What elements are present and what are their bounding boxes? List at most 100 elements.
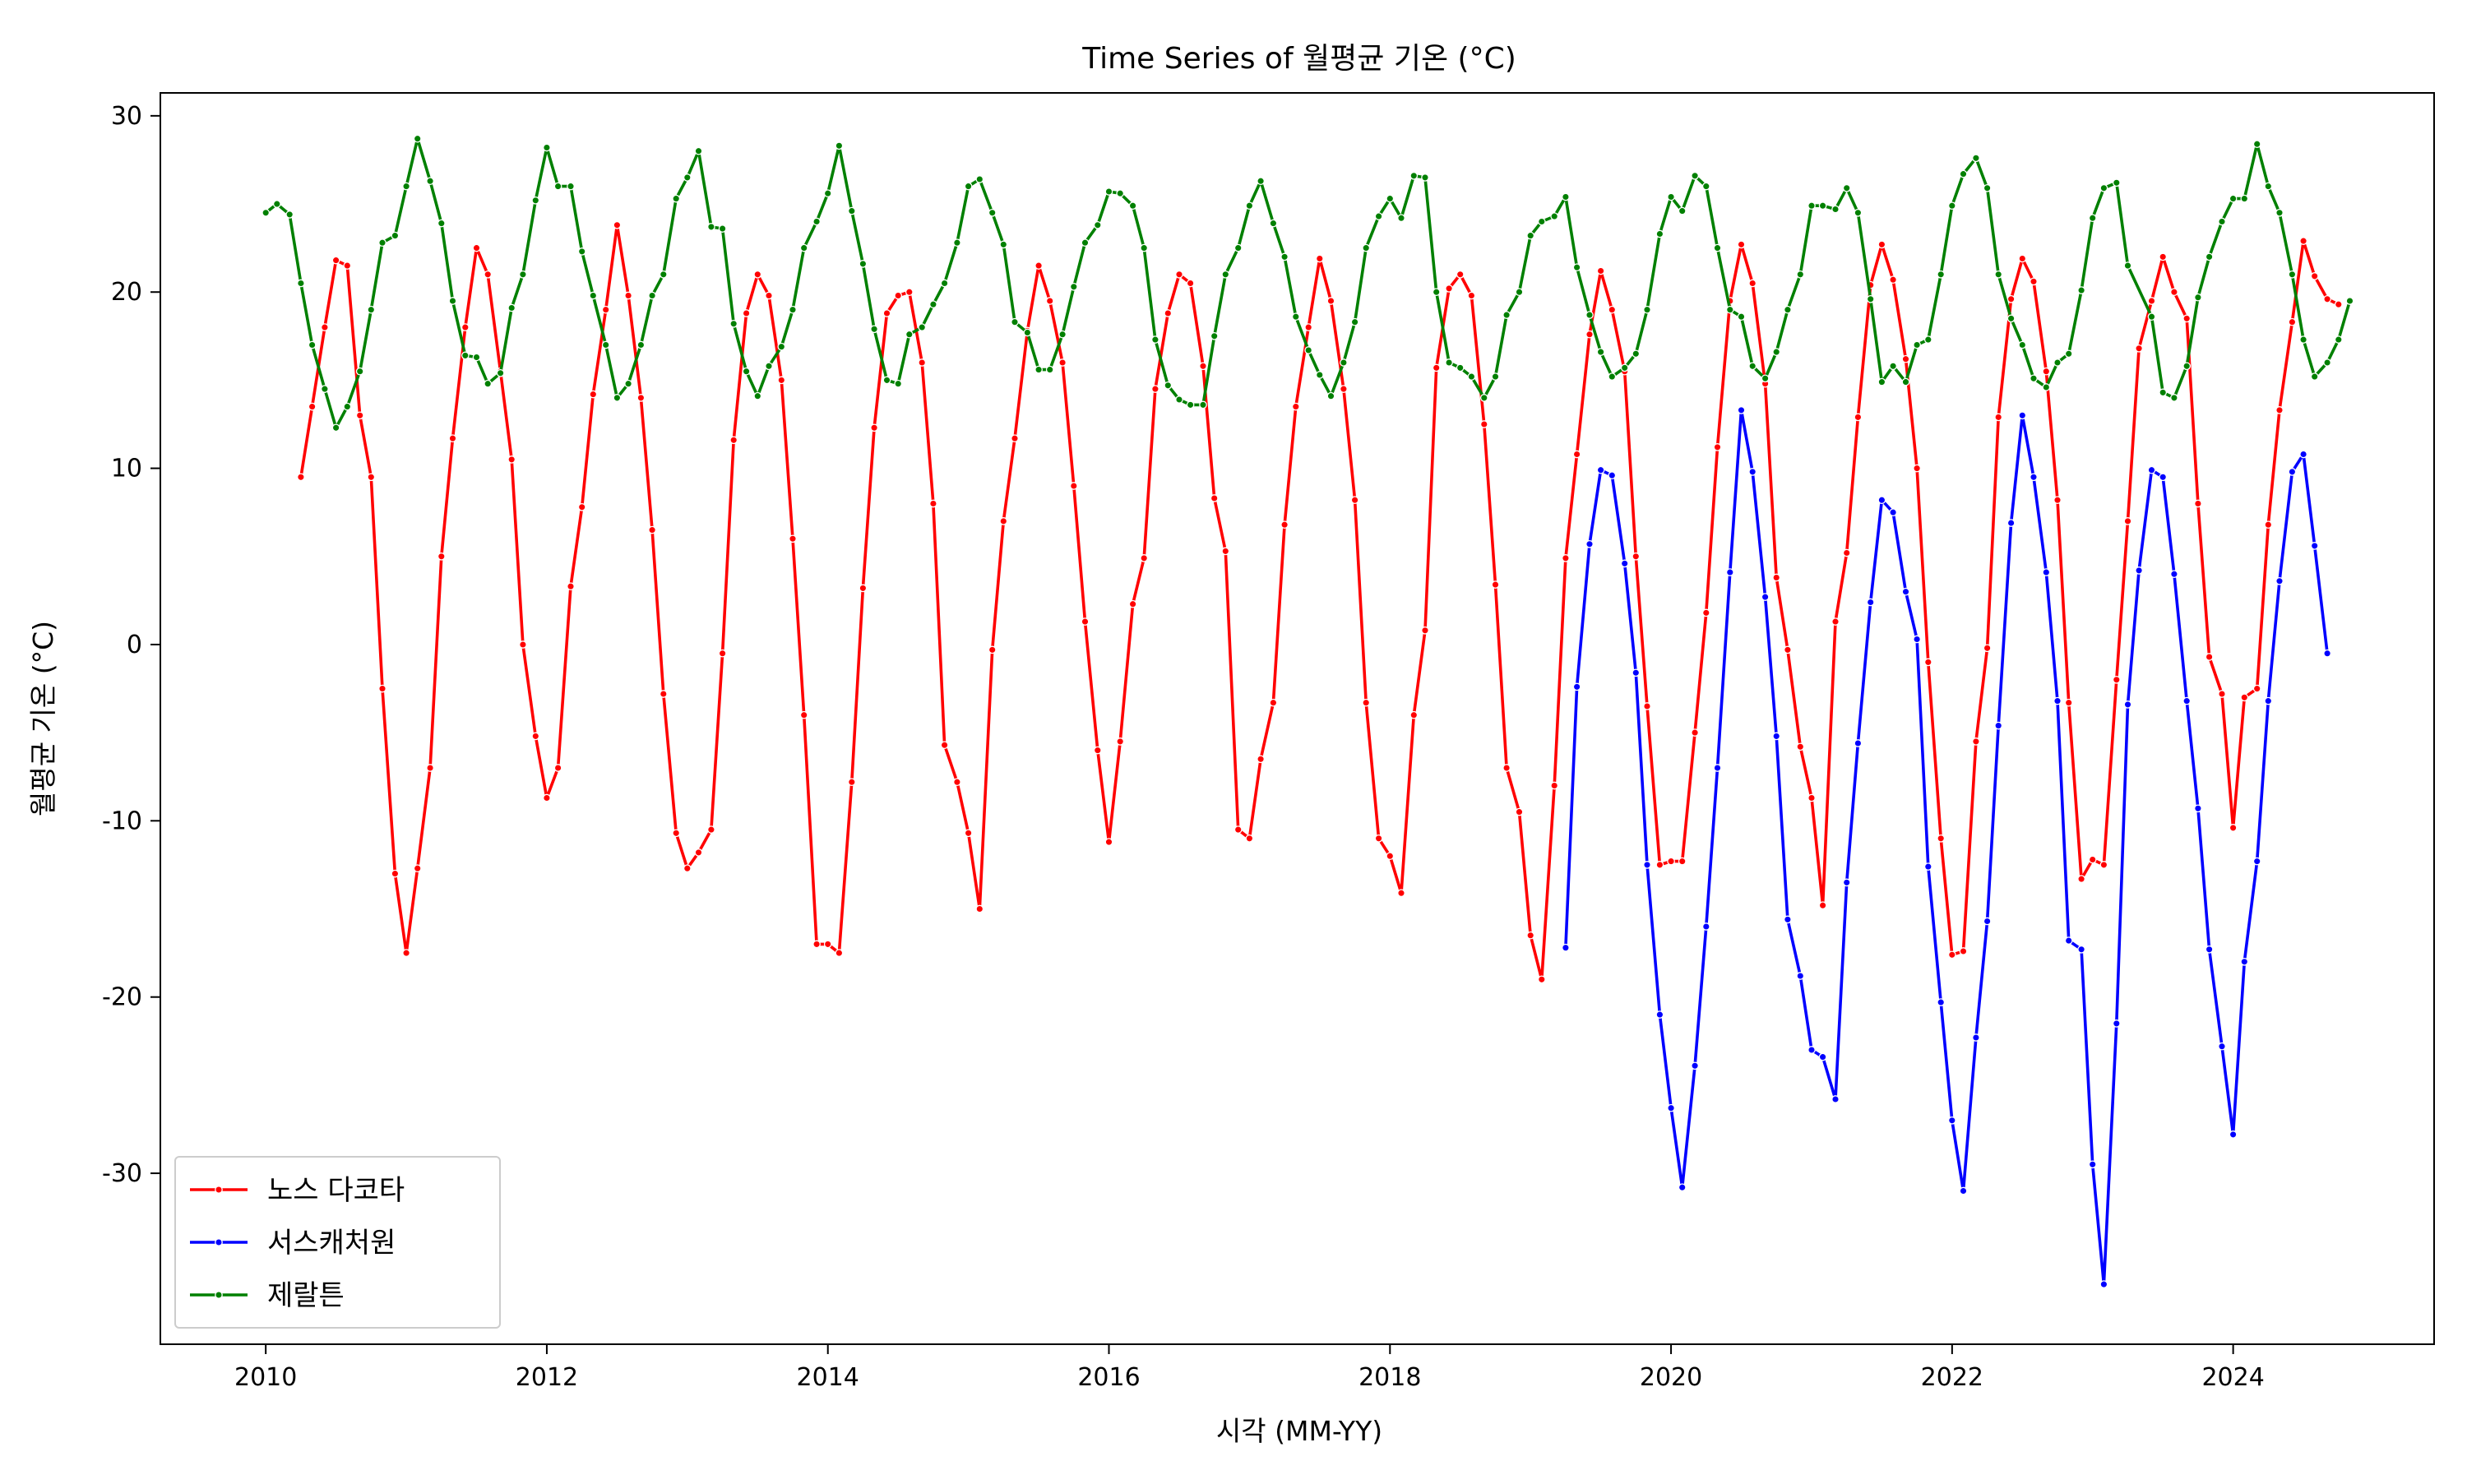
data-point <box>507 455 516 464</box>
data-point <box>1748 279 1757 288</box>
data-point <box>2264 520 2273 529</box>
y-tick-label: -30 <box>102 1159 142 1188</box>
data-point <box>2310 372 2319 381</box>
data-point <box>1409 171 1419 180</box>
data-point <box>426 764 434 772</box>
data-point <box>742 309 751 317</box>
x-axis-label: 시각 (MM-YY) <box>1216 1415 1382 1447</box>
data-point <box>507 303 516 312</box>
data-point <box>1104 838 1113 846</box>
data-point <box>1959 1186 1968 1195</box>
x-tick-label: 2010 <box>234 1363 297 1392</box>
data-point <box>672 194 681 203</box>
data-point <box>1691 1061 1699 1070</box>
data-point <box>1632 552 1641 561</box>
data-point <box>1432 288 1441 297</box>
data-point <box>355 367 364 376</box>
data-point <box>1913 464 1921 473</box>
data-point <box>262 208 271 217</box>
x-tick-label: 2020 <box>1640 1363 1702 1392</box>
data-point <box>2099 1280 2108 1288</box>
data-point <box>2053 358 2062 367</box>
data-point <box>1291 402 1300 411</box>
data-point <box>1585 311 1594 319</box>
data-point <box>1761 374 1770 383</box>
data-point <box>2088 855 2097 864</box>
data-point <box>1526 931 1535 940</box>
data-point <box>999 240 1008 249</box>
data-point <box>1667 857 1675 866</box>
data-point <box>2194 804 2202 813</box>
data-point <box>1784 305 1792 314</box>
data-point <box>2310 542 2319 550</box>
data-point <box>975 904 984 913</box>
series-line <box>1564 409 2329 1286</box>
data-point <box>1502 764 1511 772</box>
data-point <box>1199 400 1207 409</box>
data-point <box>823 940 832 949</box>
data-point <box>2042 383 2051 391</box>
x-tick-label: 2024 <box>2201 1363 2264 1392</box>
data-point <box>1854 739 1863 747</box>
data-point <box>2229 824 2238 832</box>
data-point <box>308 340 317 349</box>
data-point <box>437 219 446 228</box>
data-point <box>1104 187 1113 196</box>
data-point <box>929 499 937 508</box>
data-point <box>835 949 844 957</box>
data-point <box>1164 309 1173 317</box>
data-point <box>1011 434 1019 443</box>
data-point <box>1562 554 1570 562</box>
data-point <box>2299 237 2307 245</box>
data-point <box>1445 284 1453 293</box>
data-point <box>2006 519 2016 527</box>
data-point <box>2077 945 2085 954</box>
series-line <box>265 136 2352 430</box>
data-point <box>543 143 551 152</box>
legend-swatch-marker <box>215 1186 223 1194</box>
data-point <box>1784 645 1792 654</box>
data-point <box>2229 1130 2238 1139</box>
data-point <box>1304 323 1313 331</box>
data-point <box>1678 857 1687 866</box>
data-point <box>1678 206 1687 215</box>
data-point <box>1128 599 1137 608</box>
data-point <box>472 243 481 252</box>
data-point <box>1923 862 1932 871</box>
data-point <box>1842 548 1851 557</box>
data-point <box>308 402 317 411</box>
axes: 2010 2012 2014 2016 2018 2020 2022 20243020100-… <box>102 102 2265 1392</box>
data-point <box>1245 834 1254 843</box>
data-point <box>1350 496 1359 505</box>
data-point <box>1818 901 1827 910</box>
data-point <box>2323 358 2331 367</box>
series-2 <box>1562 406 2331 1288</box>
data-point <box>1081 617 1090 626</box>
data-point <box>1807 1046 1816 1054</box>
data-point <box>613 394 622 402</box>
data-point <box>799 710 808 719</box>
data-point <box>707 825 715 834</box>
data-point <box>1409 710 1419 719</box>
data-point <box>1831 205 1840 214</box>
data-point <box>1058 330 1067 339</box>
data-point <box>367 473 376 482</box>
data-point <box>1667 1103 1675 1112</box>
data-point <box>2264 182 2273 191</box>
data-point <box>1761 593 1770 601</box>
data-point <box>1537 975 1546 984</box>
data-point <box>343 402 352 411</box>
data-point <box>1069 482 1078 490</box>
data-point <box>2053 696 2062 705</box>
data-point <box>1245 201 1254 210</box>
data-point <box>918 358 927 367</box>
data-point <box>2323 294 2331 303</box>
data-point <box>1713 764 1722 772</box>
legend-label: 서스캐처원 <box>267 1227 396 1260</box>
data-point <box>2018 411 2027 420</box>
data-point <box>2310 272 2319 280</box>
legend-box <box>174 1156 501 1329</box>
data-point <box>1526 231 1535 240</box>
data-point <box>1632 349 1641 358</box>
data-point <box>1901 587 1910 596</box>
